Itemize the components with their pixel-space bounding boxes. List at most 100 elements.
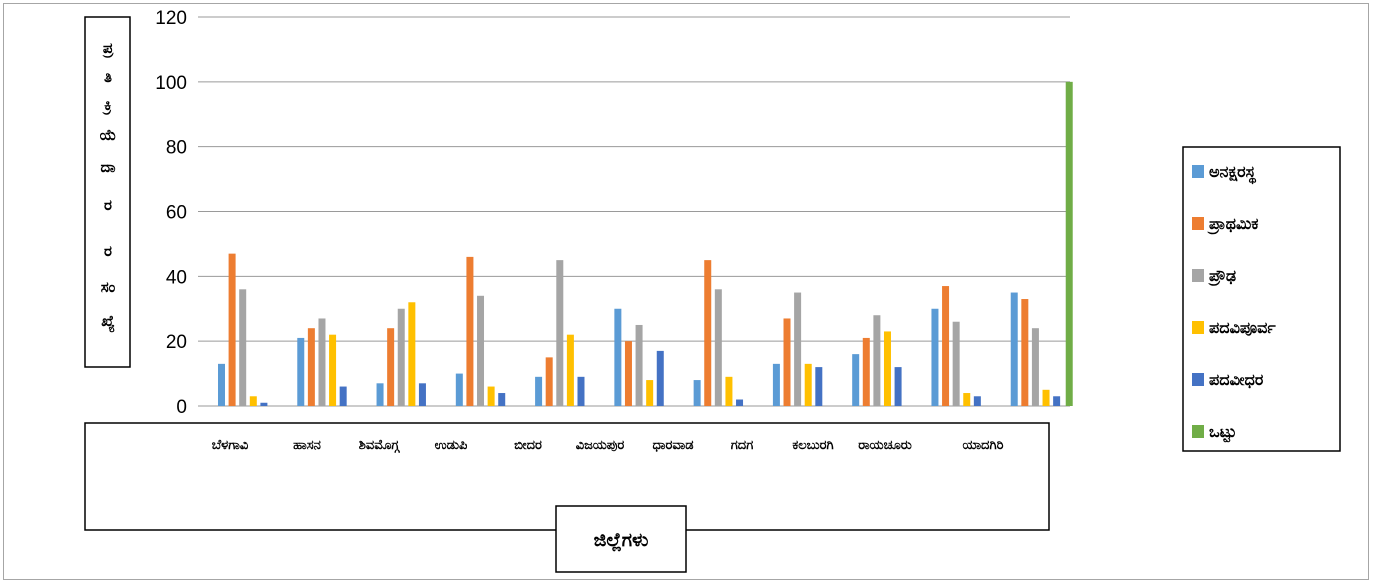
x-tick-label: ಬೆಳಗಾವಿ [212, 438, 249, 453]
bar [556, 260, 564, 406]
legend-label: ಪ್ರೌಢ [1207, 266, 1236, 287]
legend-swatch [1192, 165, 1204, 178]
bar [883, 331, 891, 406]
x-tick-label: ಕಲಬುರಗಿ [792, 438, 833, 453]
bar [894, 367, 902, 406]
bar [656, 350, 664, 406]
legend-label: ಅನಕ್ಷರಸ್ಥ [1209, 162, 1256, 185]
legend-swatch [1192, 321, 1204, 334]
bar [873, 315, 881, 406]
bar [783, 318, 791, 406]
y-axis-title-box [84, 16, 131, 368]
bar [418, 383, 426, 406]
y-tick-label: 80 [166, 138, 187, 159]
x-tick-label: ಧಾರವಾಡ [652, 438, 693, 453]
bar [535, 376, 543, 406]
legend-label: ಪ್ರಾಥಮಿಕ [1206, 214, 1258, 236]
x-axis-title: ಜಿಲ್ಲೆಗಳು [594, 529, 649, 552]
legend-swatch [1192, 217, 1204, 230]
legend-label: ಪದವಿಪೂರ್ವ [1209, 318, 1276, 337]
legend-label: ಪದವೀಧರ [1209, 370, 1264, 389]
y-tick-label: 40 [166, 267, 187, 288]
bar [963, 393, 971, 406]
bar [260, 402, 268, 406]
y-axis-title-char: ರ [104, 196, 112, 214]
y-axis-title-char: ದಾ [101, 158, 116, 176]
bar [228, 253, 236, 406]
x-tick-label: ಯಾದಗಿರಿ [963, 438, 1004, 453]
bar [566, 334, 574, 406]
bar [376, 383, 384, 406]
bar [1065, 81, 1073, 406]
bar [952, 321, 960, 406]
bar [545, 357, 553, 406]
bar [318, 318, 326, 406]
bar [614, 308, 622, 406]
y-axis-title-char: ರ [104, 242, 112, 260]
bar [408, 302, 416, 406]
bar [498, 393, 506, 406]
legend-label: ಒಟ್ಟು [1209, 422, 1236, 444]
bar [714, 289, 722, 406]
bar [704, 260, 712, 406]
y-axis-title: ಪ್ರ ತಿ ಕ್ರಿ ಯೆ ದಾ ರ ರ ಸಂ ಖ್ಯೆ [100, 39, 117, 333]
y-tick-label: 20 [166, 332, 187, 353]
bar [862, 337, 870, 406]
x-tick-label: ಶಿವಮೊಗ್ಗ [359, 438, 401, 453]
bar [1010, 292, 1018, 406]
chart-frame [3, 3, 1369, 580]
x-tick-label: ಉಡುಪಿ [435, 438, 468, 453]
y-tick-label: 100 [155, 73, 187, 94]
bar [942, 286, 950, 406]
bar [931, 308, 939, 406]
bar [218, 363, 225, 406]
bars [218, 81, 1073, 406]
y-tick-label: 0 [176, 397, 187, 418]
gridlines [198, 16, 1070, 407]
bar [646, 380, 654, 406]
legend-swatch [1192, 269, 1204, 282]
y-axis-title-char: ಯೆ [100, 126, 117, 144]
bar [852, 354, 860, 406]
bar [329, 334, 337, 406]
x-tick-labels: ಬೆಳಗಾವಿ ಹಾಸನ ಶಿವಮೊಗ್ಗ ಉಡುಪಿ ಬೀದರ ವಿಜಯಪುರ ಧಾರವಾ… [212, 438, 1004, 453]
legend: ಅನಕ್ಷರಸ್ಥ ಪ್ರಾಥಮಿಕ ಪ್ರೌಢ ಪದವಿಪೂರ್ವ ಪದವೀಧರ ಒಟ್… [1192, 162, 1276, 444]
bar [1053, 396, 1061, 406]
bar [973, 396, 981, 406]
y-tick-label: 120 [155, 8, 187, 29]
x-tick-label: ವಿಜಯಪುರ [576, 438, 625, 453]
legend-swatch [1192, 373, 1204, 386]
y-tick-label: 60 [166, 203, 187, 224]
x-axis-title-box [555, 505, 687, 573]
x-tick-label: ಬೀದರ [514, 438, 542, 453]
bar [624, 341, 632, 406]
bar [466, 256, 474, 406]
y-axis-title-char: ಸಂ [101, 278, 116, 296]
x-tick-label: ರಾಯಚೂರು [858, 438, 912, 453]
bar [249, 396, 257, 406]
bar [1031, 328, 1039, 406]
bar [1042, 389, 1050, 406]
bar [397, 308, 405, 406]
bar [804, 363, 812, 406]
bar [477, 295, 485, 406]
y-axis-title-char: ಪ್ರ [102, 39, 114, 58]
bar [815, 367, 823, 406]
bar [772, 363, 780, 406]
bar [297, 337, 305, 406]
bar [307, 328, 315, 406]
bar [239, 289, 247, 406]
x-tick-label: ಹಾಸನ [293, 438, 321, 453]
legend-swatch [1192, 425, 1204, 438]
x-tick-label: ಗದಗ [731, 438, 753, 453]
bar [725, 376, 733, 406]
y-tick-labels: 0 20 40 60 80 100 120 [155, 8, 187, 418]
bar [794, 292, 802, 406]
y-axis-title-char: ಕ್ರಿ [101, 96, 112, 115]
bar [736, 399, 744, 406]
y-axis-title-char: ತಿ [104, 68, 112, 86]
bar [1021, 299, 1029, 406]
bar [487, 386, 495, 406]
bar [635, 324, 643, 406]
